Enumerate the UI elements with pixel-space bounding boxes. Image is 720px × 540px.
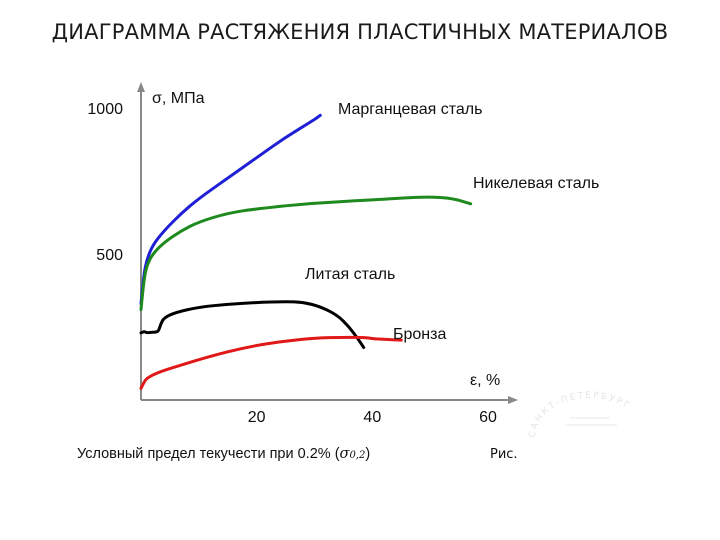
series-label-1: Никелевая сталь [473,175,599,192]
y-tick-label: 1000 [87,101,123,118]
page-title: ДИАГРАММА РАСТЯЖЕНИЯ ПЛАСТИЧНЫХ МАТЕРИАЛ… [51,20,669,44]
y-axis-arrow [137,82,145,92]
x-tick-label: 40 [363,409,381,426]
x-tick-label: 60 [479,409,497,426]
series-label-2: Литая сталь [305,266,395,283]
stamp-watermark: САНКТ-ПЕТЕРБУРГ [528,391,633,438]
y-tick-label: 500 [96,247,123,264]
series-label-0: Марганцевая сталь [338,101,482,118]
x-axis-label: ε, % [470,372,500,389]
x-tick-label: 20 [248,409,266,426]
series-labels: Марганцевая сталь Никелевая сталь Литая ст… [305,101,599,343]
y-axis-label: σ, МПа [152,90,205,107]
figure-label: Рис. [490,447,518,462]
x-axis-arrow [508,396,518,404]
yield-caption: Условный предел текучести при 0.2% (σ0,2… [77,446,370,462]
chart-axes [137,82,518,404]
series-line-0 [139,113,322,306]
caption-subscript: 0,2 [349,450,366,461]
series-lines [139,113,473,390]
svg-text:САНКТ-ПЕТЕРБУРГ: САНКТ-ПЕТЕРБУРГ [528,391,633,438]
tick-labels: 20 40 60 500 1000 [87,101,497,426]
stamp-text: САНКТ-ПЕТЕРБУРГ [528,391,631,438]
series-line-1 [139,195,473,311]
series-line-2 [139,300,366,349]
series-label-3: Бронза [393,326,446,343]
caption-close: ) [365,446,371,462]
series-line-3 [139,335,403,390]
caption-text: Условный предел текучести при 0.2% ( [77,446,340,462]
caption-symbol: σ [339,446,350,462]
